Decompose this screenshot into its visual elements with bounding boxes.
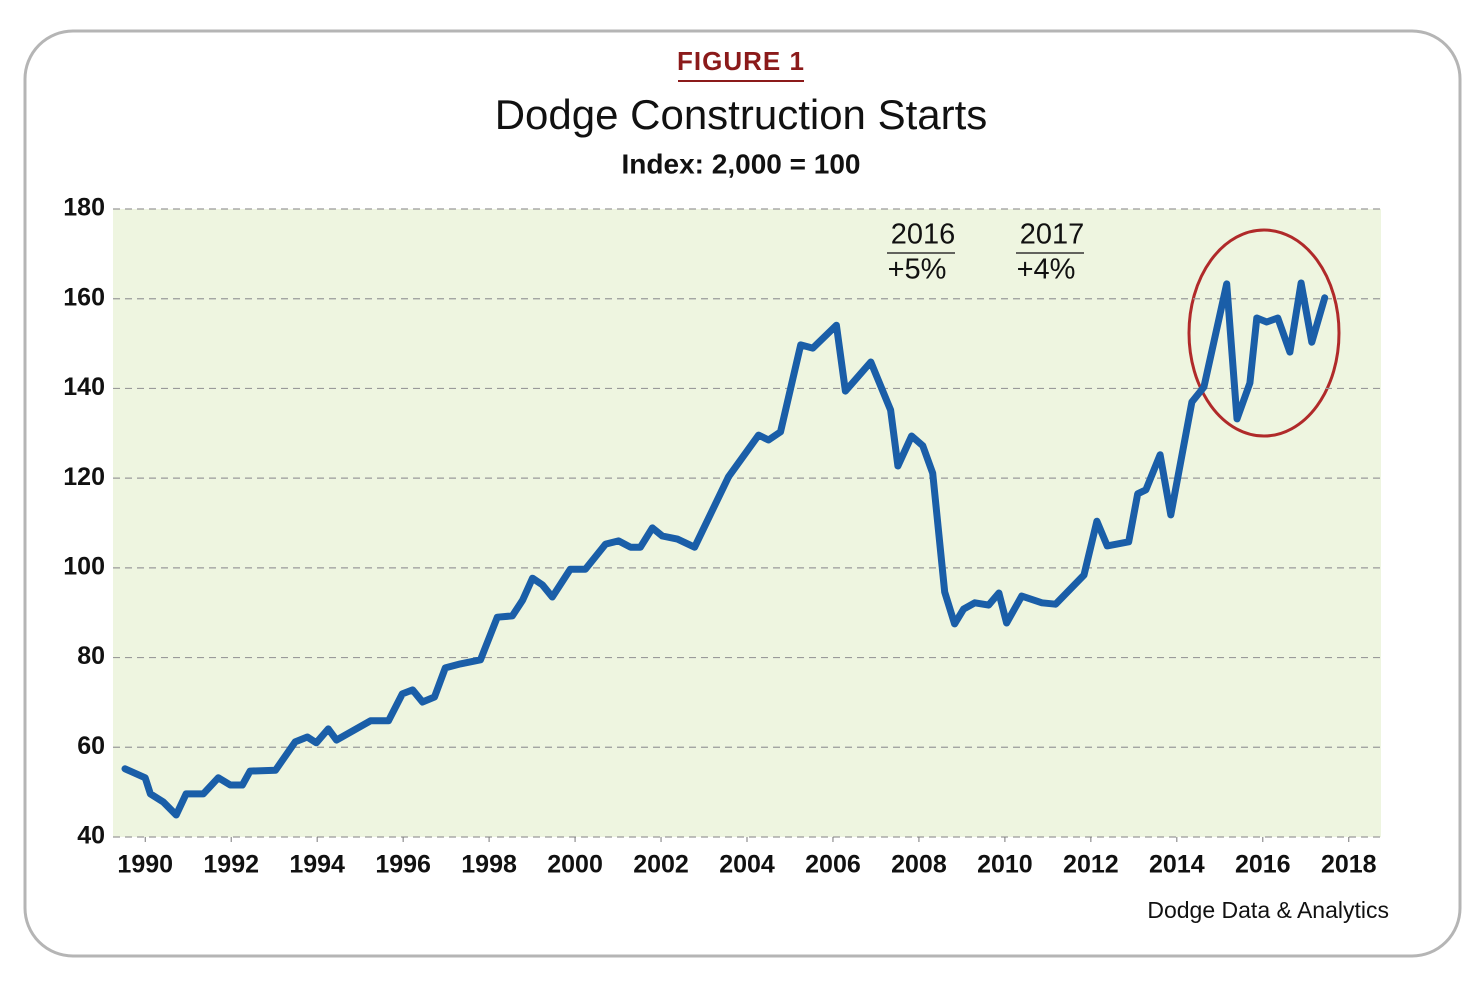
x-tick-label: 1994 [289,851,345,879]
x-tick-label: 2012 [1063,851,1119,879]
y-tick-label: 180 [63,194,105,222]
x-tick-label: 2014 [1149,851,1205,879]
annotation-year: 2016 [891,219,956,251]
x-tick-label: 2010 [977,851,1033,879]
y-tick-label: 160 [63,283,105,311]
x-tick-label: 2002 [633,851,689,879]
x-tick-label: 2018 [1321,851,1377,879]
x-tick-label: 2008 [891,851,947,879]
x-tick-label: 2016 [1235,851,1291,879]
annotation-change: +4% [1017,254,1076,286]
source: Dodge Data & Analytics [1147,897,1389,923]
y-tick-label: 140 [63,373,105,401]
x-tick-label: 1998 [461,851,517,879]
x-tick-label: 1992 [203,851,259,879]
chart-subtitle: Index: 2,000 = 100 [622,148,861,179]
x-tick-label: 1990 [117,851,173,879]
y-tick-label: 80 [77,642,105,670]
chart-title: Dodge Construction Starts [495,91,988,138]
x-tick-label: 2004 [719,851,775,879]
y-tick-label: 100 [63,552,105,580]
annotation-change: +5% [888,254,947,286]
y-tick-label: 40 [77,822,105,850]
figure-label: FIGURE 1 [677,46,805,76]
y-tick-label: 120 [63,463,105,491]
x-tick-label: 2000 [547,851,603,879]
highlight-circle [1187,228,1341,438]
data-line [121,279,1329,819]
x-tick-label: 2006 [805,851,861,879]
annotation-year: 2017 [1020,219,1085,251]
x-tick-label: 1996 [375,851,431,879]
y-tick-label: 60 [77,732,105,760]
